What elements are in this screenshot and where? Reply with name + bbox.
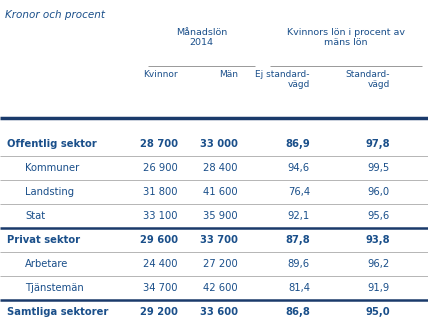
Text: Män: Män [219, 70, 238, 79]
Text: 81,4: 81,4 [288, 283, 310, 293]
Text: Månadslön
2014: Månadslön 2014 [176, 28, 227, 47]
Text: 76,4: 76,4 [288, 187, 310, 197]
Text: Kvinnor: Kvinnor [143, 70, 178, 79]
Text: 42 600: 42 600 [203, 283, 238, 293]
Text: 92,1: 92,1 [288, 211, 310, 221]
Text: Offentlig sektor: Offentlig sektor [7, 139, 97, 149]
Text: Kvinnors lön i procent av
mäns lön: Kvinnors lön i procent av mäns lön [287, 28, 405, 47]
Text: Arbetare: Arbetare [25, 259, 68, 269]
Text: 29 200: 29 200 [140, 307, 178, 317]
Text: Standard-
vägd: Standard- vägd [345, 70, 390, 89]
Text: 27 200: 27 200 [203, 259, 238, 269]
Text: 26 900: 26 900 [143, 163, 178, 173]
Text: 35 900: 35 900 [203, 211, 238, 221]
Text: 94,6: 94,6 [288, 163, 310, 173]
Text: 28 400: 28 400 [203, 163, 238, 173]
Text: Stat: Stat [25, 211, 45, 221]
Text: 29 600: 29 600 [140, 235, 178, 245]
Text: Kronor och procent: Kronor och procent [5, 10, 105, 20]
Text: 31 800: 31 800 [143, 187, 178, 197]
Text: 34 700: 34 700 [143, 283, 178, 293]
Text: 28 700: 28 700 [140, 139, 178, 149]
Text: 99,5: 99,5 [368, 163, 390, 173]
Text: 91,9: 91,9 [368, 283, 390, 293]
Text: 33 600: 33 600 [200, 307, 238, 317]
Text: 33 100: 33 100 [143, 211, 178, 221]
Text: Samtliga sektorer: Samtliga sektorer [7, 307, 108, 317]
Text: Kommuner: Kommuner [25, 163, 79, 173]
Text: 33 000: 33 000 [200, 139, 238, 149]
Text: Privat sektor: Privat sektor [7, 235, 80, 245]
Text: 89,6: 89,6 [288, 259, 310, 269]
Text: 95,6: 95,6 [368, 211, 390, 221]
Text: 96,0: 96,0 [368, 187, 390, 197]
Text: 95,0: 95,0 [366, 307, 390, 317]
Text: 86,9: 86,9 [285, 139, 310, 149]
Text: 87,8: 87,8 [285, 235, 310, 245]
Text: Ej standard-
vägd: Ej standard- vägd [256, 70, 310, 89]
Text: 41 600: 41 600 [203, 187, 238, 197]
Text: 96,2: 96,2 [368, 259, 390, 269]
Text: Landsting: Landsting [25, 187, 74, 197]
Text: Tjänstemän: Tjänstemän [25, 283, 84, 293]
Text: 24 400: 24 400 [143, 259, 178, 269]
Text: 93,8: 93,8 [366, 235, 390, 245]
Text: 97,8: 97,8 [366, 139, 390, 149]
Text: 86,8: 86,8 [285, 307, 310, 317]
Text: 33 700: 33 700 [200, 235, 238, 245]
